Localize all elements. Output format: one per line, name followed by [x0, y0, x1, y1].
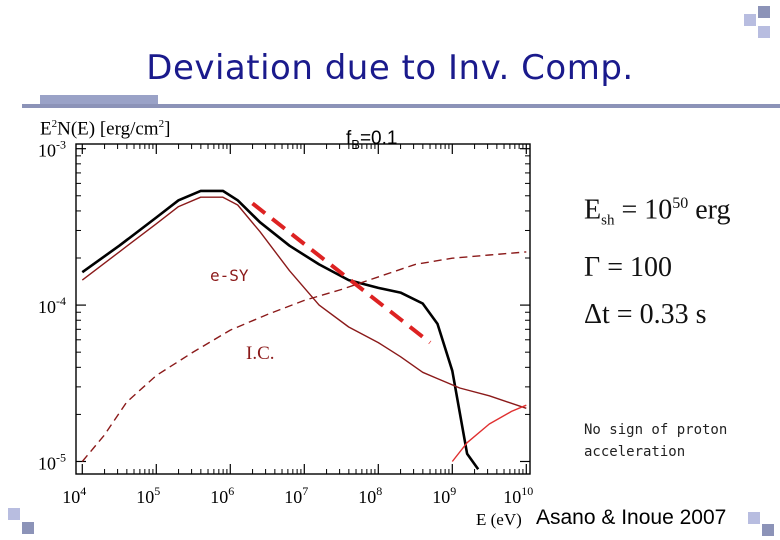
series-line-extrapolation — [251, 201, 432, 345]
series-line-i-c- — [81, 251, 527, 462]
parameter-box: Esh = 1050 erg Γ = 100 Δt = 0.33 s — [584, 180, 731, 338]
title-underline — [22, 104, 780, 108]
corner-decoration-bottom-left — [8, 508, 20, 520]
x-tick-label: 1010 — [503, 484, 533, 507]
corner-decoration-bottom-right — [748, 512, 760, 524]
note-line-1: No sign of proton — [584, 422, 728, 438]
fb-annotation: fB=0.1 — [346, 128, 398, 152]
x-tick-label: 106 — [210, 484, 234, 507]
y-tick-label: 10-4 — [38, 294, 66, 317]
x-tick-label: 109 — [432, 484, 456, 507]
esy-label: e-SY — [210, 266, 249, 285]
plot-frame — [75, 143, 531, 475]
esh-param: Esh = 1050 erg — [584, 194, 731, 229]
slide-title: Deviation due to Inv. Comp. — [146, 48, 634, 88]
note-line-2: acceleration — [584, 444, 686, 460]
tick-marks — [76, 144, 530, 474]
y-axis-label: E2N(E) [erg/cm2] — [40, 118, 171, 140]
series-line-total — [81, 189, 480, 471]
y-tick-label: 10-3 — [38, 138, 66, 161]
proton-note: No sign of proton acceleration — [584, 419, 727, 463]
citation: Asano & Inoue 2007 — [536, 506, 727, 529]
gamma-param: Γ = 100 — [584, 252, 672, 284]
corner-decoration-top-right-2 — [758, 6, 770, 18]
corner-decoration-top-right — [744, 14, 756, 26]
x-tick-label: 107 — [284, 484, 308, 507]
x-tick-label: 105 — [136, 484, 160, 507]
series-layer — [81, 189, 527, 471]
x-axis-label: E (eV) — [476, 510, 522, 529]
x-tick-label: 108 — [358, 484, 382, 507]
y-tick-label: 10-5 — [38, 450, 66, 473]
corner-decoration-bottom-left-2 — [22, 522, 34, 534]
corner-decoration-bottom-right-2 — [762, 524, 774, 536]
dt-param: Δt = 0.33 s — [584, 299, 707, 331]
series-line-e-sy — [81, 196, 527, 409]
title-underline-accent — [40, 95, 158, 105]
x-tick-label: 104 — [62, 484, 86, 507]
tick-labels: 104 105 106 107 108 109 1010 10-3 10-4 10-5 — [38, 138, 533, 507]
ic-label: I.C. — [246, 343, 275, 364]
series-line-proton — [451, 404, 527, 462]
corner-decoration-top-right-3 — [758, 26, 770, 38]
